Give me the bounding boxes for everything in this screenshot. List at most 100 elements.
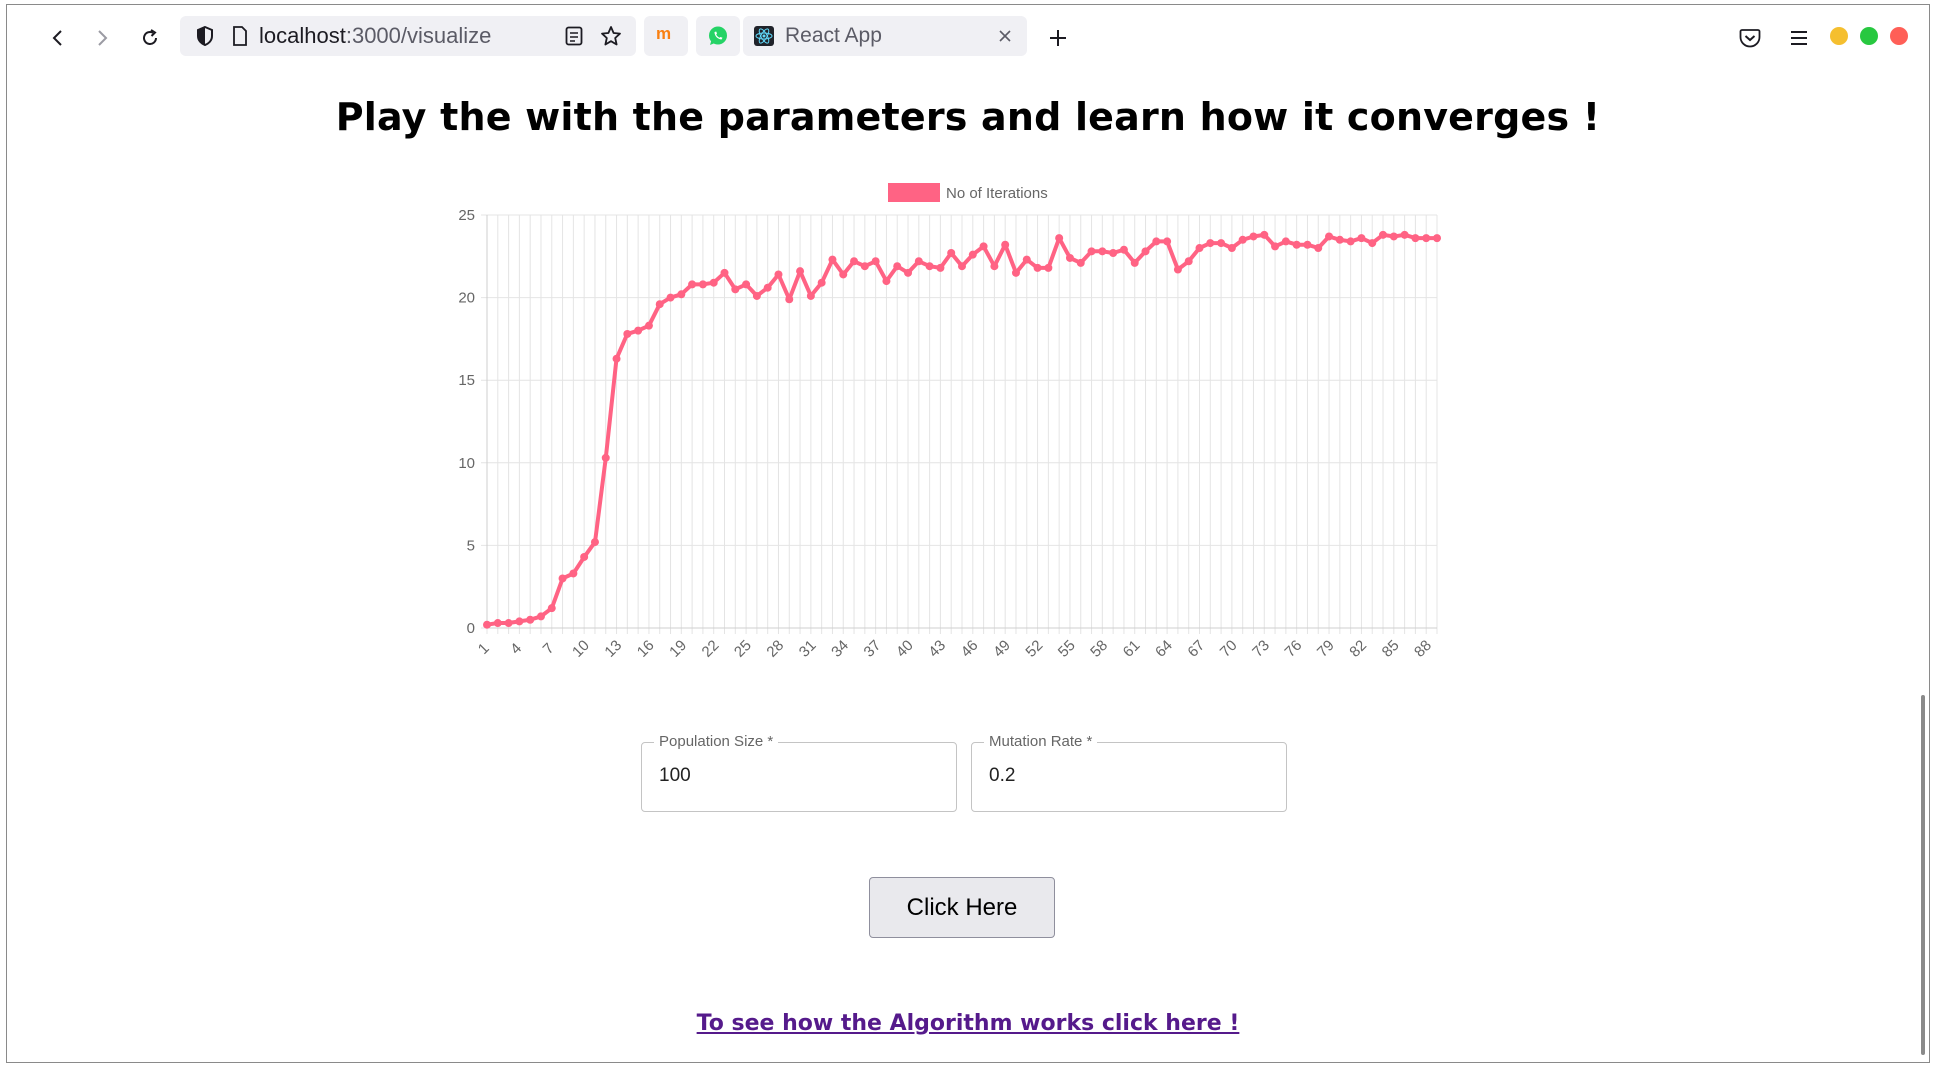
close-tab-icon[interactable] [999, 30, 1011, 42]
back-button[interactable] [41, 21, 75, 55]
y-tick-label: 10 [458, 455, 475, 472]
data-point [569, 569, 578, 578]
x-tick-label: 7 [540, 640, 558, 658]
data-point [1055, 234, 1064, 243]
data-point [1184, 257, 1193, 266]
population-size-field[interactable]: Population Size * [641, 733, 957, 812]
data-point [493, 619, 502, 628]
x-tick-label: 52 [1022, 637, 1046, 661]
data-point [904, 268, 913, 277]
x-tick-label: 49 [990, 637, 1014, 661]
forward-arrow-icon [98, 30, 108, 46]
page-scrollbar[interactable] [1921, 695, 1925, 1055]
data-point [1011, 268, 1020, 277]
data-point [925, 262, 934, 271]
data-point [1357, 234, 1366, 243]
x-tick-label: 31 [796, 637, 820, 661]
data-point [1076, 258, 1085, 267]
browser-window: localhost:3000/visualize m React App Pla… [6, 4, 1930, 1063]
data-point [1065, 253, 1074, 262]
url-text[interactable]: localhost:3000/visualize [259, 16, 491, 56]
data-point [677, 290, 686, 299]
x-tick-label: 82 [1346, 637, 1370, 661]
pocket-button[interactable] [1733, 21, 1767, 55]
data-point [644, 321, 653, 330]
close-window-button[interactable] [1890, 27, 1908, 45]
data-point [1281, 237, 1290, 246]
algorithm-explanation-link[interactable]: To see how the Algorithm works click her… [696, 1011, 1240, 1036]
reload-button[interactable] [133, 21, 167, 55]
y-tick-label: 15 [458, 372, 475, 389]
data-point [612, 354, 621, 363]
data-point [839, 270, 848, 279]
data-point [774, 270, 783, 279]
x-tick-label: 46 [958, 637, 982, 661]
data-point [1195, 244, 1204, 253]
plus-icon [1050, 30, 1066, 46]
x-tick-label: 64 [1152, 637, 1176, 661]
maximize-window-button[interactable] [1860, 27, 1878, 45]
mutation-rate-input[interactable] [989, 765, 1269, 787]
data-point [1411, 234, 1420, 243]
pinned-tab-whatsapp[interactable] [696, 16, 740, 56]
x-tick-label: 13 [601, 637, 625, 661]
x-tick-label: 61 [1120, 637, 1144, 661]
data-point [1368, 239, 1377, 248]
x-tick-label: 1 [475, 640, 493, 658]
data-point [990, 262, 999, 271]
data-point [698, 280, 707, 289]
app-menu-button[interactable] [1782, 21, 1816, 55]
data-point [1314, 244, 1323, 253]
data-point [1292, 240, 1301, 249]
data-point [979, 242, 988, 251]
data-point [1325, 232, 1334, 241]
data-point [796, 267, 805, 276]
url-bar[interactable]: localhost:3000/visualize [180, 16, 636, 56]
reader-view-icon[interactable] [565, 26, 583, 46]
click-here-button[interactable]: Click Here [869, 877, 1055, 938]
data-point [504, 619, 513, 628]
data-point [742, 280, 751, 289]
data-point [536, 612, 545, 621]
data-point [968, 250, 977, 259]
data-point [817, 278, 826, 287]
data-point [958, 262, 966, 271]
data-point [1152, 237, 1161, 246]
data-point [1141, 247, 1150, 256]
data-point [590, 538, 599, 547]
data-point [547, 604, 556, 613]
data-point [752, 291, 761, 300]
data-point [1130, 258, 1139, 267]
data-point [1389, 232, 1398, 241]
x-tick-label: 16 [634, 637, 658, 661]
data-point [1206, 239, 1215, 248]
data-point [1379, 230, 1388, 239]
shield-icon[interactable] [196, 26, 214, 46]
data-point [1227, 244, 1236, 253]
y-tick-label: 20 [458, 290, 475, 307]
mutation-rate-field[interactable]: Mutation Rate * [971, 733, 1287, 812]
y-tick-label: 25 [458, 207, 475, 224]
url-path: :3000/visualize [345, 23, 492, 48]
data-point [634, 326, 643, 335]
y-tick-label: 5 [467, 537, 475, 554]
x-tick-label: 40 [893, 637, 917, 661]
new-tab-button[interactable] [1041, 21, 1075, 55]
x-tick-label: 79 [1314, 637, 1338, 661]
data-point [688, 280, 697, 289]
tab-react-app[interactable]: React App [743, 16, 1027, 56]
convergence-line-chart: 0 5 10 15 20 25 1 4 7 10 13 16 19 22 25 28 31 34 37 40 43 46 4… [458, 183, 1441, 661]
data-point [860, 262, 869, 271]
data-point [936, 263, 945, 272]
x-tick-label: 76 [1282, 637, 1306, 661]
bookmark-star-icon[interactable] [600, 25, 622, 47]
minimize-window-button[interactable] [1830, 27, 1848, 45]
url-host: localhost [259, 23, 346, 48]
data-point [1260, 230, 1269, 239]
data-point [763, 283, 772, 292]
pinned-tab-moodle[interactable]: m [644, 16, 688, 56]
x-tick-label: 73 [1249, 637, 1273, 661]
data-point [655, 300, 664, 309]
population-size-input[interactable] [659, 765, 939, 787]
forward-button[interactable] [85, 21, 119, 55]
